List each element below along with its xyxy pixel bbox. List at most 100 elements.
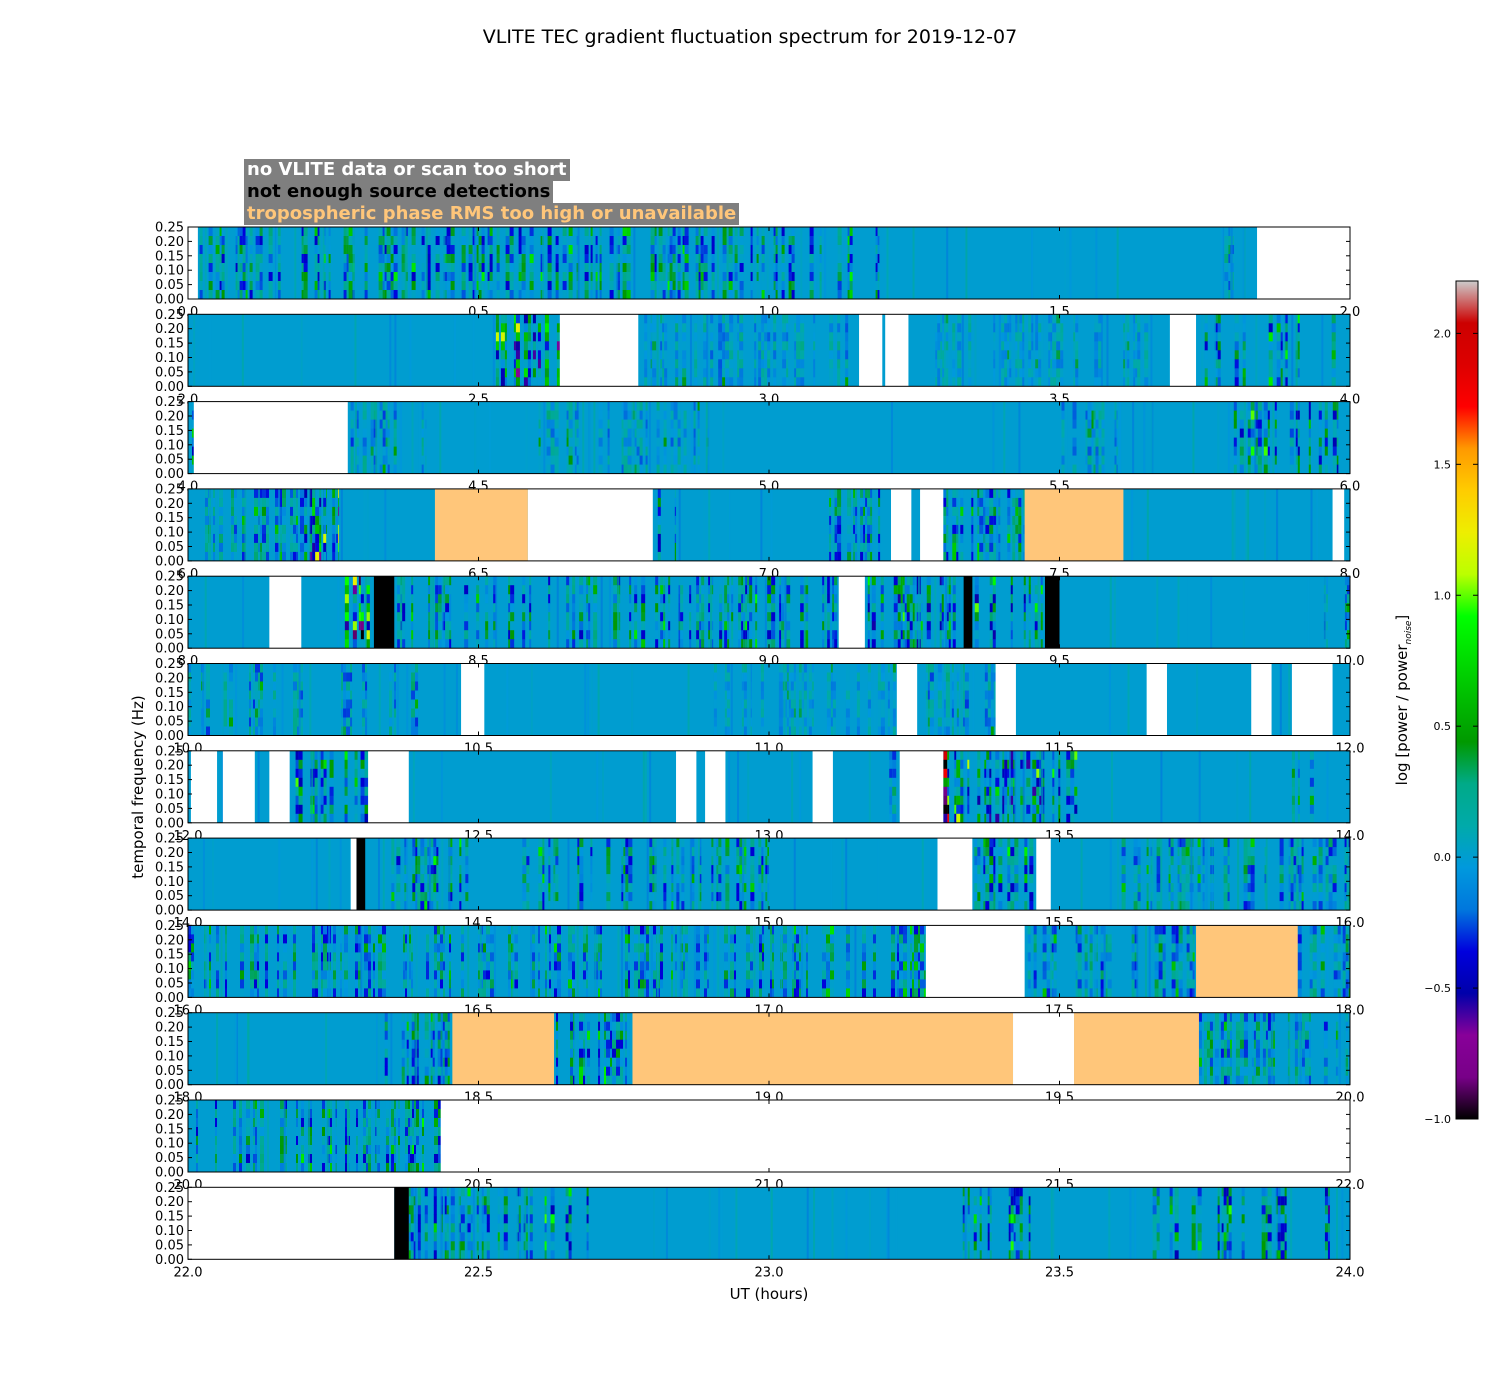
spectrum-cell	[724, 726, 727, 736]
spectrum-cell	[332, 524, 336, 535]
spectrum-cell	[396, 883, 401, 893]
spectrum-cell	[303, 245, 308, 255]
spectrum-cell	[739, 272, 744, 282]
spectrum-cell	[1074, 813, 1078, 823]
spectrum-cell	[1297, 437, 1300, 447]
spectrum-cell	[667, 263, 670, 273]
spectrum-cell	[674, 542, 677, 553]
spectrum-cell	[1020, 777, 1025, 788]
spectrum-cell	[989, 612, 993, 622]
spectrum-cell	[889, 813, 893, 823]
spectrum-cell	[960, 533, 964, 544]
spectrum-cell	[268, 245, 273, 255]
spectrum-cell	[977, 768, 981, 779]
spectrum-cell	[213, 551, 215, 561]
spectrum-cell	[1344, 585, 1347, 595]
spectrum-cell	[1026, 777, 1031, 788]
spectrum-cell	[1135, 377, 1138, 387]
spectrum-cell	[718, 377, 723, 387]
spectrum-cell	[1250, 401, 1255, 411]
spectrum-cell	[845, 332, 849, 342]
spectrum-cell	[775, 245, 778, 255]
spectrum-cell	[968, 359, 972, 369]
spectrum-cell	[699, 612, 702, 622]
spectrum-cell	[590, 254, 593, 264]
spectrum-cell	[791, 227, 795, 237]
spectrum-cell	[627, 437, 632, 447]
spectrum-cell	[697, 437, 700, 447]
spectrum-cell	[445, 621, 450, 631]
spectrum-cell	[273, 690, 276, 700]
spectrum-cell	[508, 603, 511, 613]
spectrum-cell	[382, 227, 385, 237]
no-data-region	[461, 663, 485, 736]
spectrum-cell	[694, 314, 698, 324]
spectrum-cell	[556, 350, 560, 360]
spectrum-cell	[755, 603, 758, 613]
spectrum-cell	[421, 464, 424, 474]
spectrum-cell	[804, 585, 809, 595]
spectrum-cell	[880, 621, 884, 631]
spectrum-cell	[794, 332, 797, 342]
spectrum-cell	[1247, 446, 1251, 456]
spectrum-cell	[760, 708, 764, 718]
spectrum-stripe	[678, 488, 681, 561]
spectrum-cell	[314, 227, 318, 237]
spectrum-cell	[425, 455, 427, 465]
spectrum-cell	[314, 795, 318, 806]
spectrum-cell	[393, 410, 397, 420]
spectrum-cell	[1085, 455, 1088, 465]
spectrum-cell	[668, 603, 671, 613]
spectrum-cell	[295, 768, 299, 779]
spectrum-cell	[960, 768, 965, 779]
spectrum-cell	[962, 708, 965, 718]
spectrum-cell	[1087, 455, 1092, 465]
spectrum-cell	[192, 437, 194, 447]
spectrum-cell	[967, 795, 970, 806]
spectrum-cell	[629, 612, 632, 622]
spectrum-cell	[725, 377, 730, 387]
spectrum-cell	[779, 639, 782, 649]
spectrum-cell	[703, 323, 708, 333]
no-data-region	[995, 663, 1016, 736]
spectrum-cell	[830, 717, 833, 727]
spectrum-cell	[940, 350, 943, 360]
spectrum-cell	[435, 290, 440, 299]
spectrum-cell	[1036, 786, 1040, 797]
spectrum-cell	[788, 272, 792, 282]
spectrum-cell	[329, 804, 334, 815]
spectrum-cell	[767, 377, 771, 387]
spectrum-cell	[249, 272, 253, 282]
spectrum-cell	[660, 323, 663, 333]
spectrum-stripe	[489, 401, 492, 474]
spectrum-cell	[758, 323, 762, 333]
spectrum-cell	[1204, 332, 1208, 342]
spectrum-cell	[880, 663, 885, 673]
spectrum-stripe	[983, 488, 986, 561]
spectrum-cell	[1022, 332, 1025, 342]
spectrum-cell	[834, 488, 838, 499]
spectrum-cell	[962, 699, 965, 709]
spectrum-cell	[364, 759, 369, 770]
spectrum-cell	[584, 227, 589, 237]
spectrum-cell	[1098, 368, 1103, 378]
spectrum-cell	[710, 341, 714, 351]
spectrum-cell	[636, 401, 640, 411]
spectrum-cell	[977, 750, 981, 761]
spectrum-cell	[607, 446, 610, 456]
spectrum-cell	[421, 263, 425, 273]
spectrum-cell	[584, 236, 589, 246]
spectrum-cell	[346, 227, 349, 237]
spectrum-cell	[568, 419, 573, 429]
spectrum-cell	[1247, 437, 1251, 447]
spectrum-cell	[695, 281, 699, 291]
spectrum-stripe	[886, 227, 889, 299]
spectrum-cell	[790, 726, 794, 736]
spectrum-cell	[892, 750, 897, 761]
spectrum-cell	[629, 603, 632, 613]
spectrum-cell	[317, 254, 320, 264]
spectrum-cell	[223, 717, 227, 727]
spectrum-cell	[323, 551, 327, 561]
spectrum-cell	[786, 699, 789, 709]
spectrum-cell	[627, 410, 632, 420]
